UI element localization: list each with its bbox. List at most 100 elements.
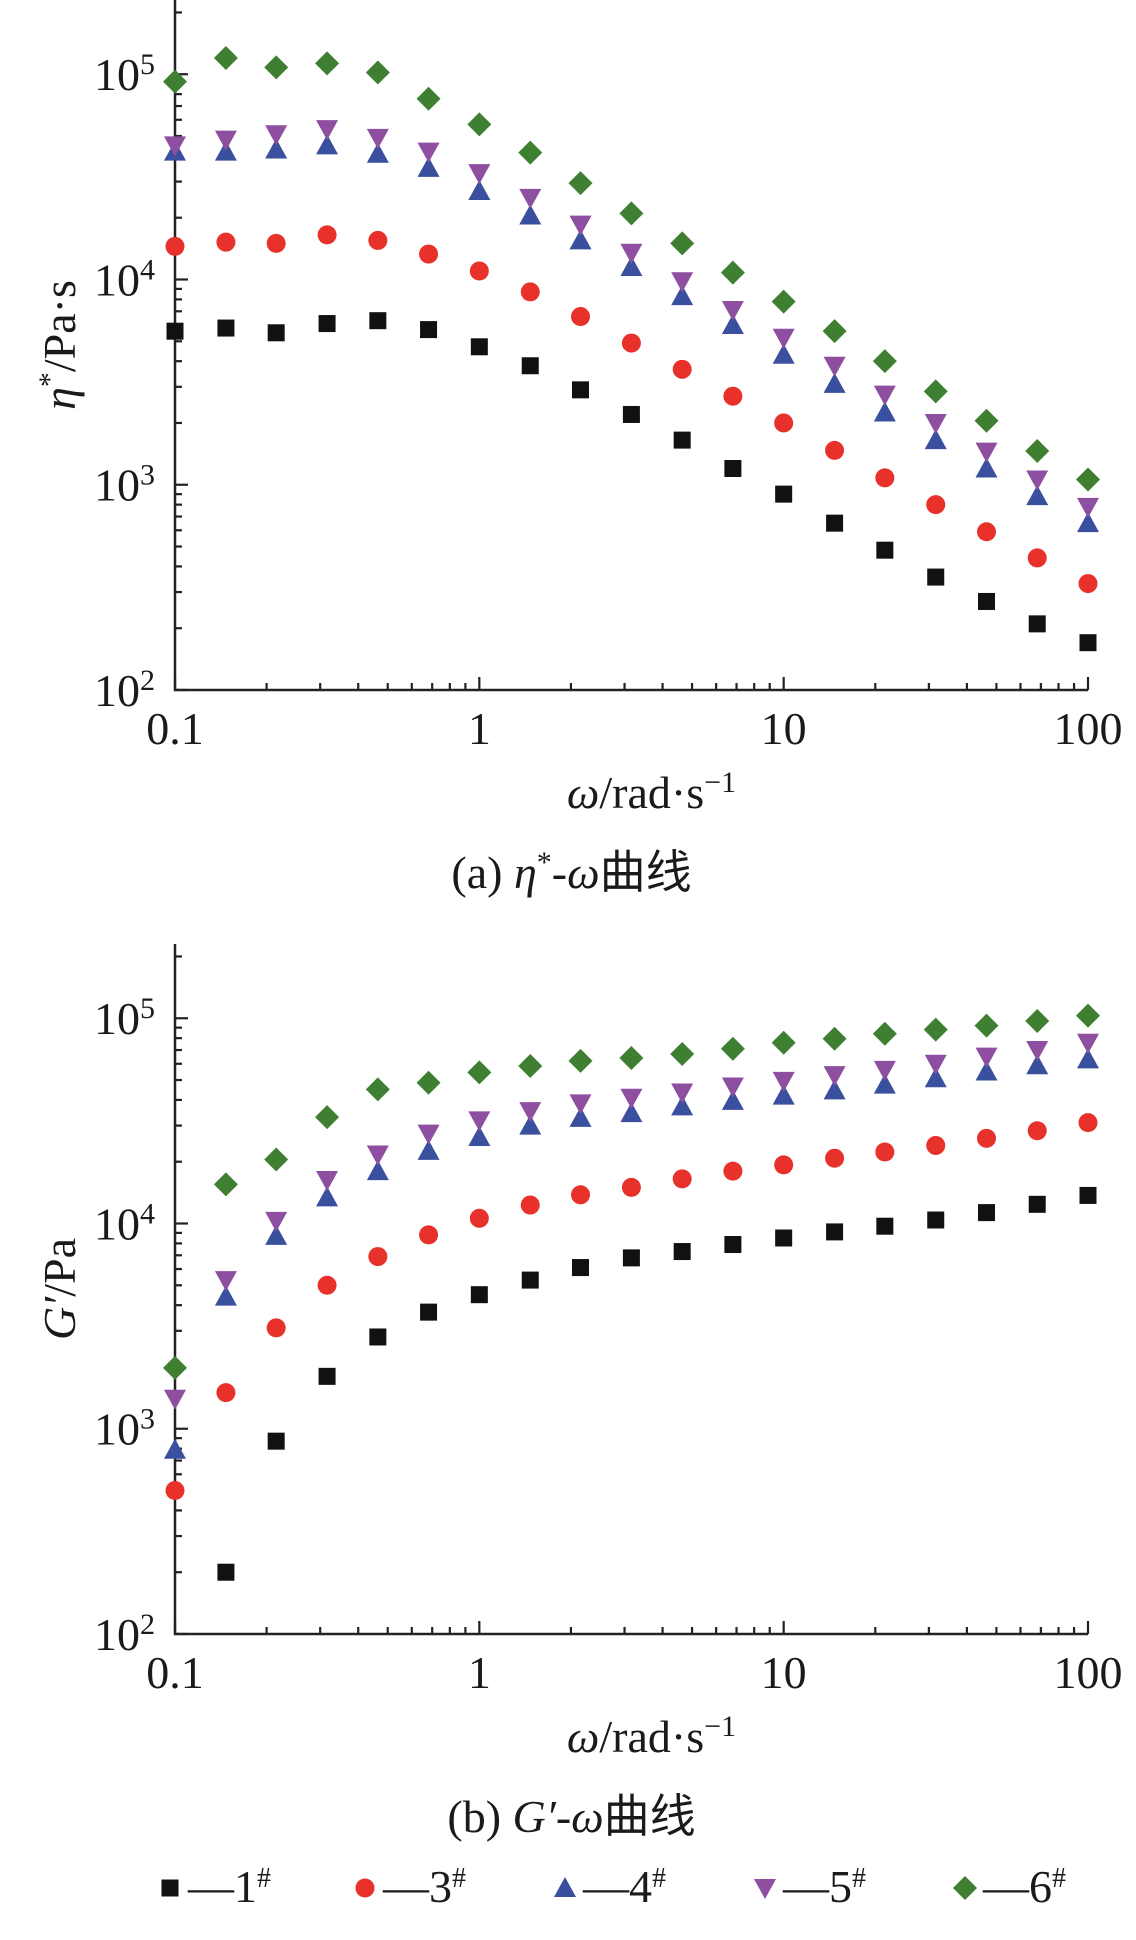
y-axis-label: G′/Pa <box>34 1238 85 1340</box>
data-point <box>1076 467 1100 492</box>
data-point <box>1026 470 1049 491</box>
data-point <box>165 1481 185 1501</box>
legend-marker <box>355 1878 375 1898</box>
data-point <box>721 1077 744 1098</box>
data-point <box>1025 439 1050 464</box>
data-point <box>923 1017 948 1042</box>
data-point <box>724 459 742 477</box>
data-point <box>568 171 593 196</box>
data-point <box>822 319 847 344</box>
data-point <box>420 1303 438 1321</box>
data-point <box>724 1236 742 1254</box>
data-point <box>265 1211 288 1232</box>
data-point <box>366 1145 389 1166</box>
data-point <box>671 272 694 293</box>
series-6 <box>163 45 1100 492</box>
data-point <box>521 1271 539 1289</box>
data-point <box>1079 1186 1097 1204</box>
data-point <box>519 1114 542 1135</box>
data-point <box>825 440 845 460</box>
data-point <box>873 385 896 406</box>
data-point <box>365 60 390 85</box>
data-point <box>266 1318 286 1338</box>
data-point <box>619 1046 644 1071</box>
y-tick-label: 105 <box>94 48 155 101</box>
data-point <box>417 156 440 177</box>
data-point <box>420 321 438 339</box>
data-point <box>571 1185 591 1205</box>
y-tick-label: 105 <box>94 992 155 1045</box>
x-tick-label: 100 <box>1054 1647 1123 1698</box>
legend-label: —1# <box>187 1861 271 1912</box>
data-point <box>1028 615 1046 633</box>
data-point <box>924 429 947 450</box>
series-1 <box>217 1186 1097 1581</box>
data-point <box>571 307 591 327</box>
data-point <box>214 130 237 151</box>
y-tick-label: 103 <box>94 1402 155 1455</box>
data-point <box>470 1286 488 1304</box>
y-tick-label: 104 <box>94 1197 155 1250</box>
data-point <box>267 1432 285 1450</box>
data-point <box>368 230 388 250</box>
x-tick-label: 1 <box>468 703 491 754</box>
data-point <box>369 1328 387 1346</box>
x-tick-label: 10 <box>761 703 807 754</box>
data-point <box>723 1161 743 1181</box>
legend-entry-2: —3# <box>355 1861 466 1912</box>
data-point <box>923 379 948 404</box>
data-point <box>264 55 289 80</box>
data-point <box>620 1102 643 1123</box>
x-tick-label: 10 <box>761 1647 807 1698</box>
data-point <box>975 1047 998 1068</box>
data-point <box>216 232 236 252</box>
y-tick-label: 102 <box>94 664 155 717</box>
data-point <box>519 188 542 209</box>
data-point <box>164 1389 186 1410</box>
data-point <box>924 413 947 434</box>
data-point <box>569 1106 592 1127</box>
data-point <box>774 1155 794 1175</box>
data-point <box>316 1170 339 1191</box>
data-point <box>217 319 235 337</box>
series-5 <box>164 120 1099 518</box>
data-point <box>569 215 592 236</box>
data-point <box>318 315 336 333</box>
data-point <box>826 1223 844 1241</box>
data-point <box>721 301 744 322</box>
data-point <box>467 1060 492 1085</box>
y-tick-label: 102 <box>94 1608 155 1661</box>
data-point <box>265 138 288 159</box>
y-tick-label: 104 <box>94 253 155 306</box>
data-point <box>568 1048 593 1073</box>
data-point <box>468 1125 491 1146</box>
data-point <box>823 1079 846 1100</box>
data-point <box>876 541 894 559</box>
panel-a-viscosity-chart: 0.1 1 10 100 102 103 104 105 ω/rad·s−1 η*/Pa·s (a)… <box>33 0 1123 898</box>
legend-marker <box>754 1879 776 1899</box>
data-point <box>1078 1113 1098 1133</box>
data-point <box>267 324 285 342</box>
data-point <box>165 236 185 256</box>
data-point <box>264 1147 289 1172</box>
legend-label: —6# <box>982 1861 1066 1912</box>
x-tick-label: 100 <box>1054 703 1123 754</box>
data-point <box>469 1208 489 1228</box>
data-point <box>619 201 644 226</box>
data-point <box>519 204 542 225</box>
data-point <box>772 1084 795 1105</box>
data-point <box>875 468 895 488</box>
data-point <box>673 1243 691 1261</box>
data-point <box>317 225 337 245</box>
data-point <box>822 1026 847 1051</box>
data-point <box>924 1054 947 1075</box>
data-point <box>1026 485 1049 506</box>
series-4 <box>164 1048 1099 1459</box>
data-point <box>927 1211 945 1229</box>
data-point <box>620 243 643 264</box>
data-point <box>720 260 745 285</box>
data-point <box>520 1195 540 1215</box>
data-point <box>926 1135 946 1155</box>
data-point <box>723 386 743 406</box>
